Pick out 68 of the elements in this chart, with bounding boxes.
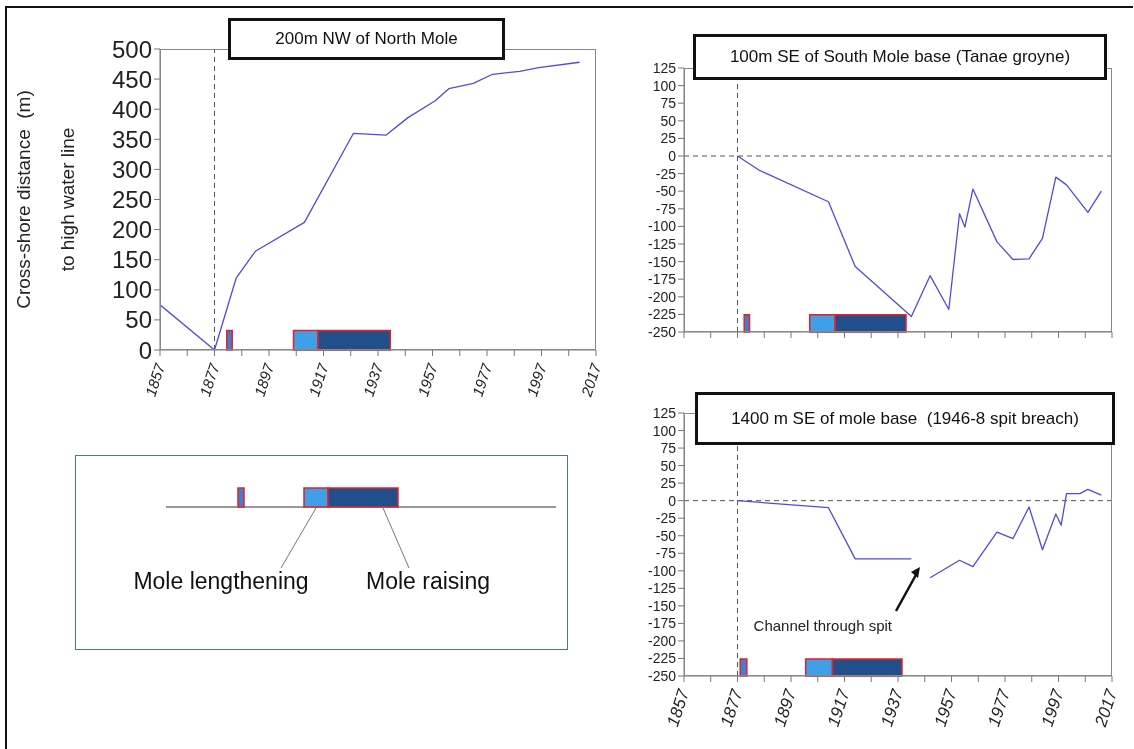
chart-title: 200m NW of North Mole <box>275 29 458 49</box>
y-tick-label: 125 <box>652 59 677 76</box>
y-tick-label: -75 <box>655 545 677 562</box>
text: Mole raising <box>366 568 490 594</box>
y-tick-label: -25 <box>655 165 677 182</box>
line-series <box>736 155 1102 318</box>
y-tick-label: 250 <box>111 186 152 214</box>
y-tick-label: 300 <box>111 155 152 183</box>
x-tick-label: 1957 <box>414 360 441 399</box>
y-tick-label: 350 <box>111 125 152 153</box>
y-tick-label: 500 <box>111 35 152 63</box>
y-tick-label: -225 <box>647 650 677 667</box>
x-tick-label: 1937 <box>359 360 387 399</box>
y-tick-label: -175 <box>647 615 677 632</box>
y-tick-label: 0 <box>668 147 677 164</box>
y-tick-label: -125 <box>647 580 677 597</box>
annotation: Channel through spit <box>753 617 893 634</box>
y-tick-label: -150 <box>647 253 677 270</box>
y-tick-label: -100 <box>647 562 677 579</box>
x-tick-label: 1917 <box>305 360 332 399</box>
x-tick-label: 1897 <box>770 686 801 729</box>
x-tick-label: 1937 <box>877 686 908 729</box>
x-tick-label: 1977 <box>468 360 496 399</box>
y-tick-label: -100 <box>647 218 677 235</box>
y-tick-label: -250 <box>647 667 677 684</box>
y-tick-label: 150 <box>111 246 152 274</box>
x-tick-label: 1997 <box>1037 686 1068 729</box>
chart-title: 1400 m SE of mole base (1946-8 spit breach) <box>731 408 1079 429</box>
y-tick-label: 75 <box>660 440 677 457</box>
y-tick-label: -200 <box>647 632 677 649</box>
y-tick-label: -150 <box>647 597 677 614</box>
y-tick-label: 100 <box>652 422 677 439</box>
y-tick-label: 25 <box>660 475 677 492</box>
y-tick-label: 25 <box>660 130 677 147</box>
y-tick-label: 50 <box>125 306 152 334</box>
x-tick-label: 2017 <box>577 360 605 400</box>
y-tick-label: -75 <box>655 200 677 217</box>
y-tick-label: -50 <box>655 527 677 544</box>
x-tick-label: 1857 <box>663 686 694 729</box>
y-tick-label: -200 <box>647 288 677 305</box>
y-tick-label: -225 <box>647 306 677 323</box>
x-tick-label: 1957 <box>930 686 961 729</box>
y-tick-label: -25 <box>655 510 677 527</box>
x-tick-label: 1877 <box>716 686 747 729</box>
x-tick-label: 1897 <box>250 360 278 399</box>
x-tick-label: 1917 <box>823 686 854 729</box>
y-tick-label: 75 <box>660 95 677 112</box>
x-tick-label: 2017 <box>1090 686 1122 730</box>
line-series <box>160 61 581 350</box>
y-tick-label: 200 <box>111 216 152 244</box>
x-tick-label: 1877 <box>196 360 223 399</box>
y-tick-label: -175 <box>647 271 677 288</box>
text: Mole lengthening <box>133 568 309 594</box>
text: Cross-shore distance (m) to high water line <box>13 90 78 309</box>
y-tick-label: -125 <box>647 235 677 252</box>
y-tick-label: 450 <box>111 65 152 93</box>
y-tick-label: 100 <box>111 276 152 304</box>
y-tick-label: 50 <box>660 112 677 129</box>
y-tick-label: 125 <box>652 404 677 421</box>
chart-title: 100m SE of South Mole base (Tanae groyne) <box>729 47 1071 67</box>
y-tick-label: 50 <box>660 457 677 474</box>
y-tick-label: 400 <box>111 95 152 123</box>
x-tick-label: 1977 <box>984 686 1015 729</box>
y-tick-label: -250 <box>647 323 677 340</box>
y-tick-label: -50 <box>655 183 677 200</box>
x-tick-label: 1997 <box>523 360 550 399</box>
y-tick-label: 100 <box>652 77 677 94</box>
y-tick-label: 0 <box>668 492 677 509</box>
